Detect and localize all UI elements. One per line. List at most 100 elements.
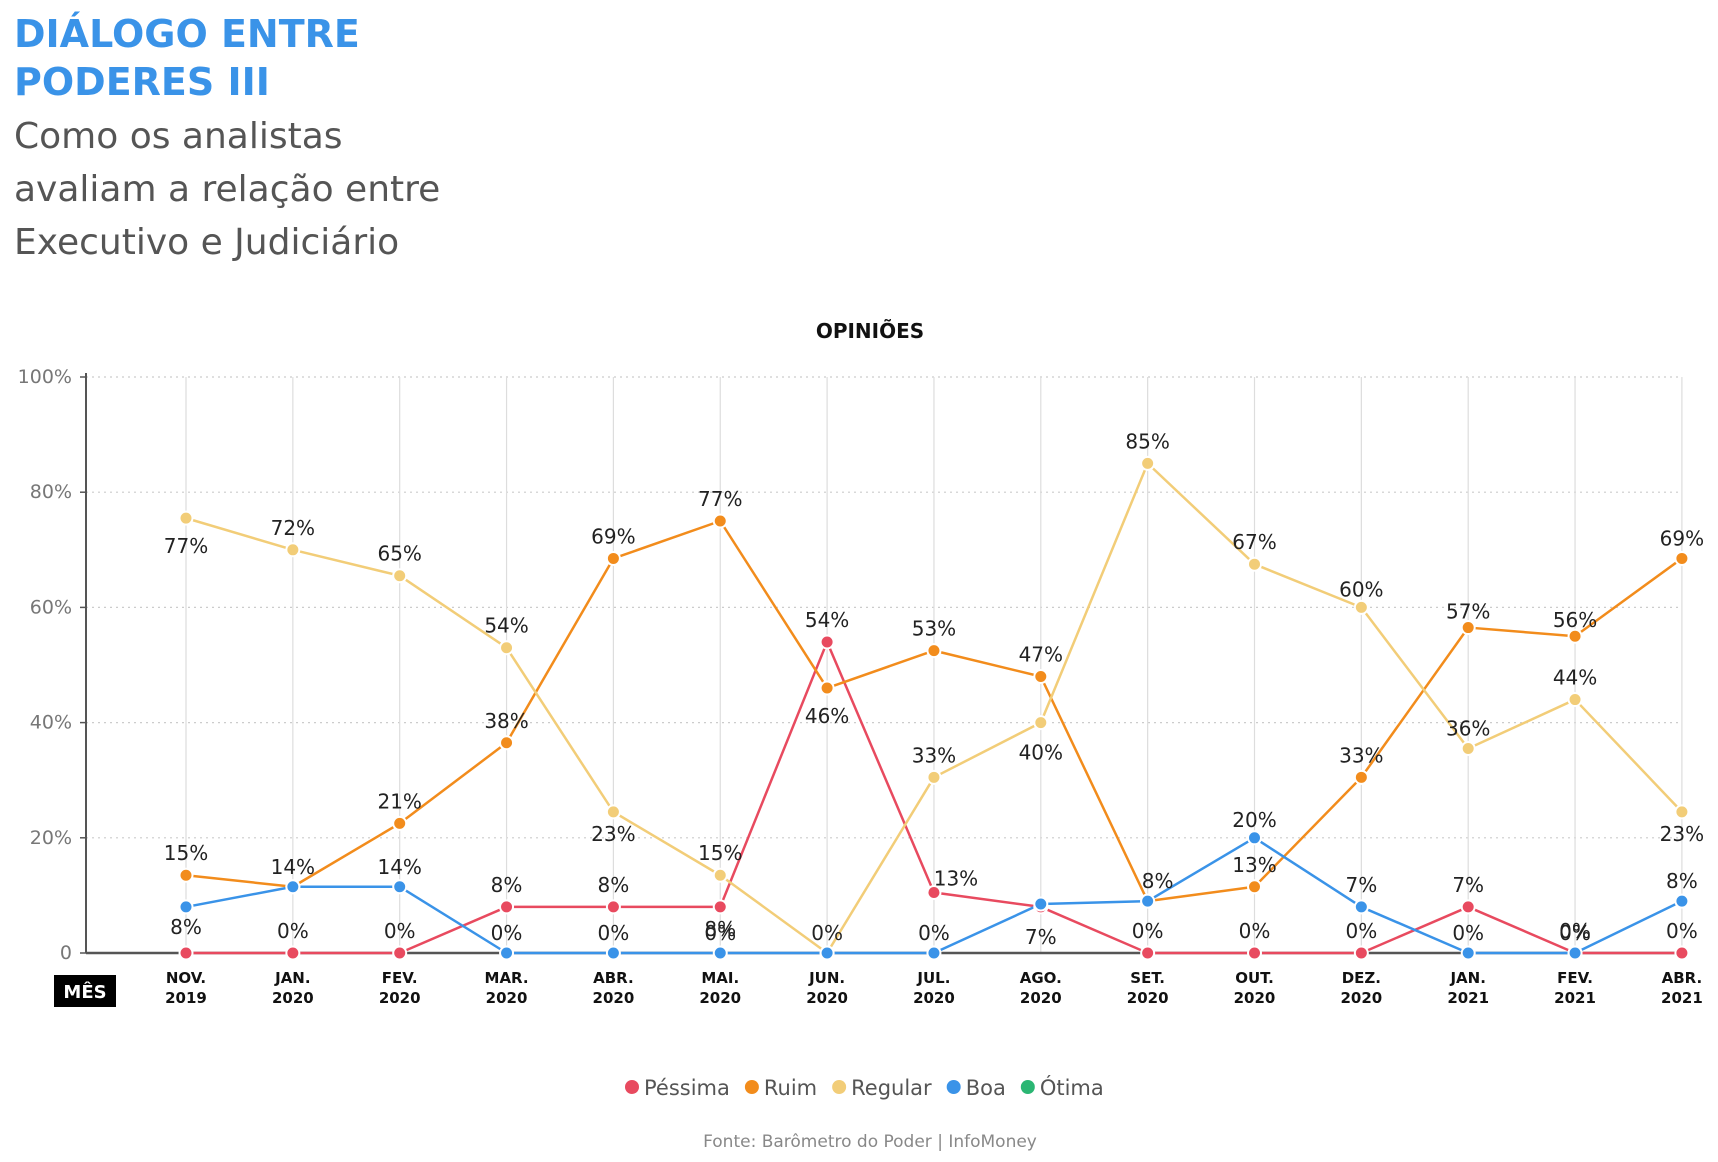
data-label-péssima: 0% — [1666, 919, 1698, 943]
data-label-péssima: 8% — [704, 917, 736, 941]
title-line-1: DIÁLOGO ENTRE — [14, 12, 360, 56]
data-point-ruim — [178, 867, 194, 883]
data-label-boa: 0% — [811, 921, 843, 945]
data-point-regular — [1140, 455, 1156, 471]
data-point-péssima — [926, 885, 942, 901]
data-label-ruim: 69% — [591, 524, 635, 548]
data-point-regular — [392, 568, 408, 584]
data-point-péssima — [285, 945, 301, 961]
data-label-ruim: 8% — [1142, 869, 1174, 893]
data-point-boa — [1674, 893, 1690, 909]
title-line-2: PODERES III — [14, 60, 270, 104]
y-tick-label: 80% — [30, 481, 72, 503]
x-tick-label-month: NOV. — [166, 969, 206, 987]
data-point-péssima — [819, 634, 835, 650]
x-tick-label-year: 2021 — [1661, 989, 1703, 1007]
data-label-ruim: 56% — [1553, 608, 1597, 632]
x-tick-label-month: SET. — [1130, 969, 1165, 987]
legend-swatch — [744, 1080, 759, 1094]
data-point-ruim — [926, 643, 942, 659]
x-tick-label-month: JAN. — [1449, 969, 1485, 987]
legend: Péssima Ruim Regular Boa Ótima — [625, 1075, 1104, 1100]
data-label-péssima: 13% — [934, 867, 978, 891]
legend-label: Ótima — [1040, 1075, 1104, 1100]
data-label-ruim: 69% — [1660, 526, 1704, 550]
x-tick-label-year: 2020 — [593, 989, 635, 1007]
data-label-regular: 85% — [1125, 429, 1169, 453]
data-label-ruim: 77% — [698, 487, 742, 511]
data-label-péssima: 0% — [1559, 919, 1591, 943]
data-label-ruim: 33% — [1339, 743, 1383, 767]
x-tick-label-year: 2019 — [165, 989, 207, 1007]
data-label-péssima: 7% — [1452, 873, 1484, 897]
data-label-regular: 36% — [1446, 717, 1490, 741]
x-tick-label-year: 2021 — [1554, 989, 1596, 1007]
x-axis-label-bg — [54, 975, 116, 1007]
x-tick-label-year: 2020 — [379, 989, 421, 1007]
data-label-boa: 0% — [491, 921, 523, 945]
x-tick-label-year: 2020 — [272, 989, 314, 1007]
data-label-boa: 14% — [377, 855, 421, 879]
x-axis: NOV. 2019 JAN. 2020 FEV. 2020 MAR. 2020 ABR. 2020… — [86, 951, 1703, 1007]
x-tick-label-month: DEZ. — [1342, 969, 1381, 987]
x-axis-label-text: MÊS — [63, 981, 106, 1003]
data-point-ruim — [712, 513, 728, 529]
data-point-ruim — [499, 735, 515, 751]
data-point-boa — [1140, 893, 1156, 909]
data-point-ruim — [1460, 620, 1476, 636]
legend-label: Boa — [966, 1076, 1006, 1100]
x-tick-label-month: MAR. — [485, 969, 529, 987]
data-point-ruim — [1674, 550, 1690, 566]
data-point-regular — [499, 640, 515, 656]
data-point-péssima — [712, 899, 728, 915]
x-tick-label-year: 2020 — [1127, 989, 1169, 1007]
data-point-ruim — [1567, 628, 1583, 644]
legend-item-regular: Regular — [832, 1076, 932, 1100]
data-label-boa: 14% — [271, 855, 315, 879]
chart-main-title: DIÁLOGO ENTRE PODERES III — [14, 10, 614, 106]
data-point-péssima — [1460, 899, 1476, 915]
data-label-ruim: 47% — [1019, 643, 1063, 667]
data-point-regular — [1353, 599, 1369, 615]
data-point-ruim — [1033, 669, 1049, 685]
data-point-boa — [178, 899, 194, 915]
data-label-péssima: 0% — [384, 919, 416, 943]
data-label-regular: 65% — [377, 542, 421, 566]
data-point-ruim — [605, 550, 621, 566]
data-label-péssima: 54% — [805, 608, 849, 632]
x-tick-label-month: ABR. — [593, 969, 634, 987]
data-label-regular: 40% — [1019, 741, 1063, 765]
x-tick-label-year: 2021 — [1447, 989, 1489, 1007]
data-label-péssima: 8% — [598, 873, 630, 897]
data-point-péssima — [1247, 945, 1262, 961]
data-point-péssima — [499, 899, 515, 915]
data-point-boa — [1247, 830, 1262, 846]
data-label-boa: 8% — [1666, 869, 1698, 893]
y-tick-label: 100% — [18, 366, 72, 388]
data-label-ruim: 57% — [1446, 600, 1490, 624]
legend-swatch — [946, 1080, 961, 1094]
data-label-péssima: 0% — [1345, 919, 1377, 943]
data-label-boa: 20% — [1232, 808, 1276, 832]
x-tick-label-year: 2020 — [1340, 989, 1382, 1007]
data-label-boa: 0% — [704, 921, 736, 945]
data-label-péssima: 8% — [491, 873, 523, 897]
data-point-regular — [605, 804, 621, 820]
data-label-regular: 15% — [698, 841, 742, 865]
x-axis-label: MÊS — [54, 975, 116, 1007]
data-labels: 0% 0%8% 8%8%54%13%7% 0% 0% 0%7%0% 0%15%21%38%6… — [164, 429, 1704, 949]
x-tick-label-month: FEV. — [1557, 969, 1593, 987]
subtitle-line-2: avaliam a relação entre — [14, 169, 441, 210]
legend-label: Regular — [851, 1076, 932, 1100]
chart-subtitle: Como os analistas avaliam a relação entr… — [14, 110, 614, 269]
data-label-péssima: 0% — [277, 919, 309, 943]
data-point-boa — [605, 945, 621, 961]
data-point-boa — [1567, 945, 1583, 961]
data-label-ruim: 38% — [484, 709, 528, 733]
data-label-péssima: 7% — [1025, 925, 1057, 949]
data-point-regular — [1674, 804, 1690, 820]
x-tick-label-month: JUL. — [916, 969, 950, 987]
x-tick-label-month: OUT. — [1235, 969, 1274, 987]
data-point-boa — [712, 945, 728, 961]
